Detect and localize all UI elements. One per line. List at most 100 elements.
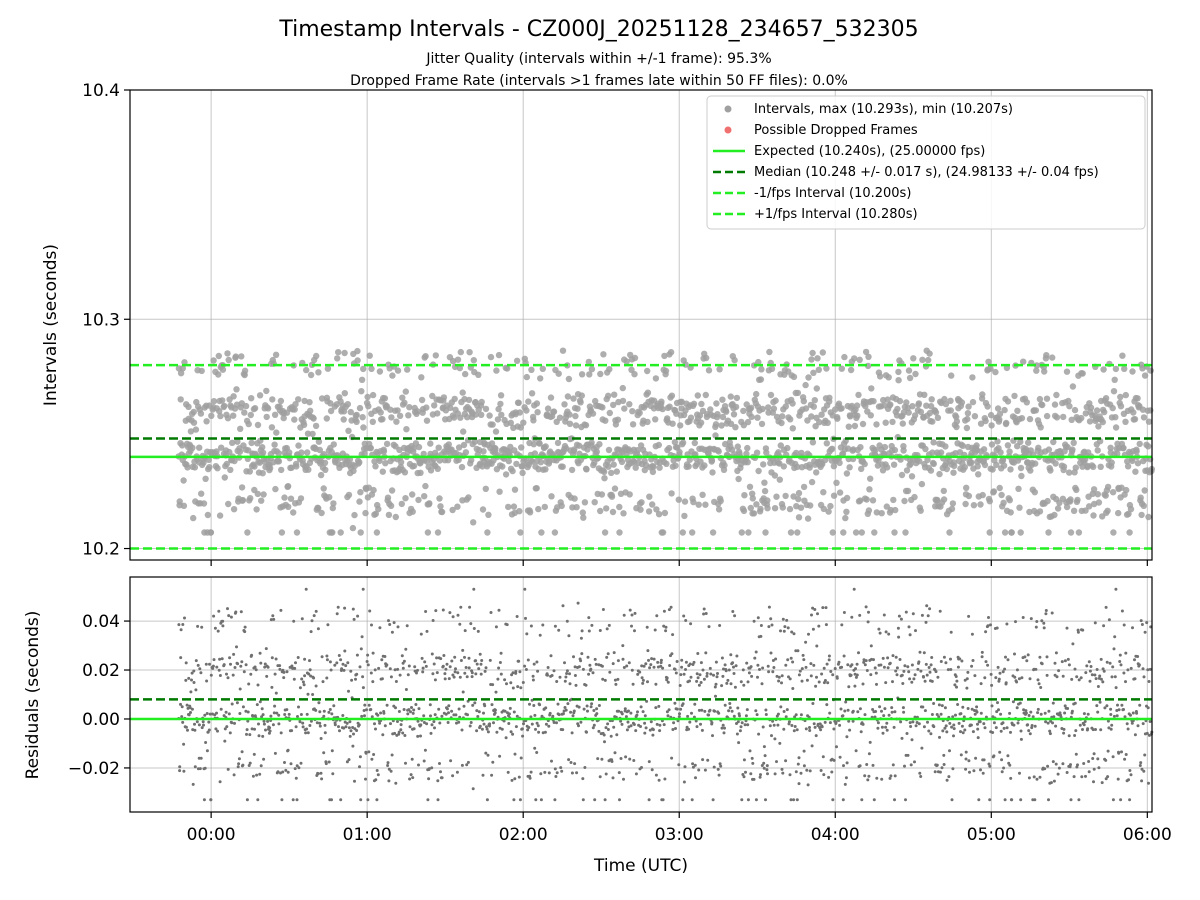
residual-point	[954, 713, 957, 717]
residual-point	[944, 724, 948, 728]
residual-point	[947, 775, 951, 779]
residual-point	[1066, 707, 1070, 710]
interval-point	[747, 404, 755, 411]
interval-point	[305, 466, 312, 473]
residual-point	[445, 707, 449, 711]
residual-point	[1091, 728, 1095, 732]
residual-point	[537, 730, 541, 734]
residual-point	[343, 606, 347, 610]
interval-point	[258, 497, 265, 504]
residual-point	[679, 707, 683, 711]
residual-point	[1057, 766, 1061, 770]
interval-point	[1017, 529, 1024, 536]
residual-point	[727, 668, 731, 672]
interval-point	[840, 529, 847, 536]
interval-point	[1018, 415, 1026, 422]
interval-point	[649, 501, 656, 508]
interval-point	[830, 492, 838, 499]
residual-point	[776, 712, 780, 716]
residual-point	[638, 670, 642, 674]
residual-point	[230, 702, 234, 706]
interval-point	[1127, 505, 1135, 513]
residual-point	[601, 608, 605, 611]
residual-point	[593, 657, 597, 661]
interval-point	[559, 463, 566, 470]
residual-point	[251, 714, 255, 718]
residual-point	[181, 720, 185, 724]
interval-point	[667, 349, 675, 356]
residual-point	[1061, 674, 1065, 678]
residual-point	[1147, 680, 1151, 683]
residual-point	[772, 723, 776, 727]
residual-point	[466, 713, 469, 717]
residual-point	[322, 709, 326, 713]
interval-point	[239, 496, 247, 504]
residual-point	[874, 710, 878, 713]
residual-point	[513, 752, 517, 756]
interval-point	[644, 367, 651, 375]
residual-point	[235, 645, 238, 649]
residual-point	[1104, 777, 1108, 781]
interval-point	[767, 391, 775, 399]
residual-point	[771, 659, 775, 662]
residual-point	[1009, 730, 1012, 734]
interval-point	[1133, 448, 1140, 455]
residual-point	[1120, 750, 1123, 754]
interval-point	[1000, 499, 1007, 506]
residual-point	[1109, 707, 1113, 711]
residual-point	[377, 666, 381, 670]
residual-point	[827, 658, 831, 662]
interval-point	[992, 368, 999, 376]
residual-point	[504, 736, 508, 740]
residual-point	[397, 730, 401, 734]
residual-point	[915, 721, 919, 724]
residual-point	[684, 660, 688, 664]
residual-point	[468, 724, 472, 728]
residual-point	[948, 721, 952, 725]
interval-point	[744, 459, 751, 466]
residual-point	[318, 710, 322, 714]
residual-point	[184, 678, 188, 682]
residual-point	[361, 675, 365, 679]
interval-point	[341, 390, 348, 397]
residual-point	[891, 654, 895, 658]
interval-point	[981, 461, 989, 469]
residual-point	[723, 703, 727, 707]
residual-point	[450, 659, 454, 663]
residual-point	[303, 657, 307, 661]
interval-point	[1074, 496, 1081, 504]
residual-point	[186, 728, 189, 732]
interval-point	[268, 424, 276, 431]
interval-point	[1014, 407, 1021, 414]
residual-point	[437, 707, 441, 711]
residual-point	[799, 713, 803, 717]
interval-point	[251, 405, 259, 412]
interval-point	[749, 490, 756, 497]
residual-point	[664, 629, 668, 633]
residual-point	[750, 674, 754, 678]
interval-point	[977, 501, 984, 508]
interval-point	[761, 487, 769, 495]
legend-box	[706, 95, 1146, 230]
residual-point	[1000, 770, 1004, 774]
residual-point	[425, 629, 429, 633]
residual-point	[989, 623, 992, 627]
interval-point	[297, 495, 305, 502]
interval-point	[415, 496, 422, 504]
residual-point	[478, 724, 482, 728]
interval-point	[377, 409, 384, 416]
interval-point	[548, 493, 555, 500]
interval-point	[690, 400, 698, 407]
residual-point	[696, 676, 700, 680]
residual-point	[1090, 673, 1094, 677]
interval-point	[588, 439, 595, 446]
residual-point	[436, 798, 440, 802]
residual-point	[508, 706, 512, 710]
residual-point	[1011, 700, 1015, 704]
interval-point	[310, 415, 317, 422]
residual-point	[333, 663, 337, 667]
residual-point	[601, 677, 605, 681]
residual-point	[987, 616, 990, 619]
interval-point	[304, 430, 312, 437]
residual-point	[964, 750, 968, 754]
